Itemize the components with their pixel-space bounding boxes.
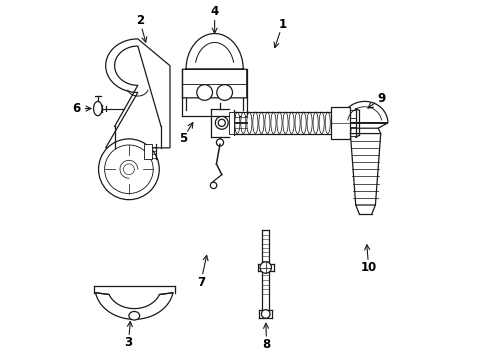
- Polygon shape: [229, 112, 234, 134]
- Ellipse shape: [241, 112, 246, 134]
- Text: 1: 1: [278, 18, 287, 31]
- Circle shape: [210, 182, 217, 189]
- Text: 9: 9: [378, 91, 386, 105]
- Ellipse shape: [94, 102, 102, 116]
- Circle shape: [262, 310, 270, 318]
- Circle shape: [104, 145, 153, 194]
- Polygon shape: [182, 33, 247, 98]
- Ellipse shape: [283, 112, 288, 134]
- Text: 6: 6: [73, 102, 81, 115]
- Polygon shape: [96, 293, 173, 319]
- Circle shape: [197, 85, 213, 100]
- Polygon shape: [106, 39, 170, 148]
- Ellipse shape: [325, 112, 330, 134]
- Ellipse shape: [271, 112, 276, 134]
- Ellipse shape: [295, 112, 300, 134]
- Ellipse shape: [319, 112, 324, 134]
- Text: 8: 8: [263, 338, 271, 351]
- Ellipse shape: [247, 112, 252, 134]
- Ellipse shape: [301, 112, 306, 134]
- Text: 3: 3: [124, 336, 132, 349]
- Polygon shape: [144, 144, 152, 159]
- Text: 7: 7: [197, 275, 205, 288]
- Text: 4: 4: [211, 5, 219, 18]
- Text: 10: 10: [361, 261, 377, 274]
- Polygon shape: [331, 107, 350, 139]
- Ellipse shape: [129, 311, 140, 320]
- Circle shape: [217, 139, 223, 146]
- Ellipse shape: [307, 112, 312, 134]
- Ellipse shape: [313, 112, 318, 134]
- Polygon shape: [342, 102, 388, 128]
- Text: 5: 5: [179, 132, 187, 145]
- Ellipse shape: [289, 112, 294, 134]
- Ellipse shape: [265, 112, 270, 134]
- Ellipse shape: [277, 112, 282, 134]
- Ellipse shape: [259, 112, 264, 134]
- Ellipse shape: [235, 112, 240, 134]
- Circle shape: [217, 85, 232, 100]
- Circle shape: [98, 139, 159, 200]
- Circle shape: [218, 119, 225, 126]
- Circle shape: [260, 262, 271, 273]
- Text: 2: 2: [136, 14, 144, 27]
- Circle shape: [215, 116, 228, 129]
- Ellipse shape: [253, 112, 258, 134]
- Polygon shape: [350, 134, 381, 205]
